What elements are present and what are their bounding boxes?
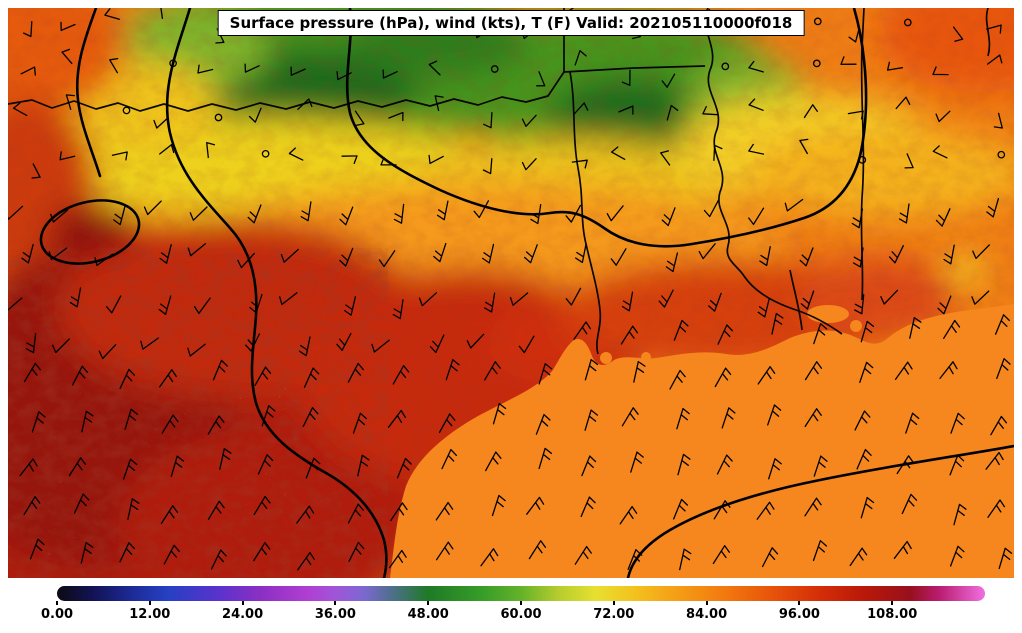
colorbar-tick-label: 84.00 xyxy=(686,607,728,622)
coastal-lakes xyxy=(469,305,862,445)
colorbar-tick xyxy=(241,601,244,605)
colorbar-tick xyxy=(612,601,615,605)
state-border-ms-al xyxy=(860,8,865,301)
colorbar-tick xyxy=(705,601,708,605)
map-canvas: Surface pressure (hPa), wind (kts), T (F… xyxy=(8,8,1014,578)
colorbar-tick xyxy=(891,601,894,605)
colorbar-tick-label: 72.00 xyxy=(593,607,635,622)
colorbar-tick-label: 60.00 xyxy=(500,607,542,622)
colorbar-tick-label: 108.00 xyxy=(867,607,918,622)
state-border-ar-la xyxy=(563,65,706,73)
colorbar-tick xyxy=(520,601,522,605)
mississippi-river xyxy=(704,8,843,335)
map-svg xyxy=(8,8,1014,578)
wind-barbs xyxy=(8,8,1013,571)
pressure-contour-closed-low xyxy=(39,199,141,265)
state-borders xyxy=(8,8,991,355)
colorbar-tick xyxy=(798,601,801,605)
colorbar-tick-label: 24.00 xyxy=(222,607,264,622)
pressure-contour-west xyxy=(165,8,388,578)
colorbar-tick-label: 96.00 xyxy=(778,607,820,622)
pressure-contour-southeast xyxy=(626,444,1014,578)
colorbar-tick-label: 36.00 xyxy=(314,607,356,622)
colorbar-tick xyxy=(427,601,430,605)
colorbar-tick xyxy=(56,601,58,605)
colorbar-tick xyxy=(148,601,151,605)
gulf-water-area xyxy=(390,304,1014,578)
pressure-contour-middle xyxy=(345,8,868,248)
colorbar-tick-label: 12.00 xyxy=(129,607,171,622)
river-tombigbee xyxy=(985,8,991,57)
map-title: Surface pressure (hPa), wind (kts), T (F… xyxy=(217,10,805,36)
colorbar-tick xyxy=(334,601,337,605)
colorbar-tick-label: 0.00 xyxy=(40,607,74,622)
map-title-text: Surface pressure (hPa), wind (kts), T (F… xyxy=(229,14,793,32)
colorbar: 0.00 12.00 24.00 36.00 48.00 60.00 72.00 84.00 9… xyxy=(41,586,985,630)
pressure-contours xyxy=(39,8,1014,578)
pressure-contour-northwest xyxy=(75,8,102,178)
state-border-red-river xyxy=(8,71,565,112)
colorbar-ticks: 0.00 12.00 24.00 36.00 48.00 60.00 72.00 84.00 9… xyxy=(41,586,985,630)
colorbar-gradient xyxy=(57,586,985,601)
colorbar-tick-label: 48.00 xyxy=(407,607,449,622)
state-border-pearl-river xyxy=(789,269,803,331)
